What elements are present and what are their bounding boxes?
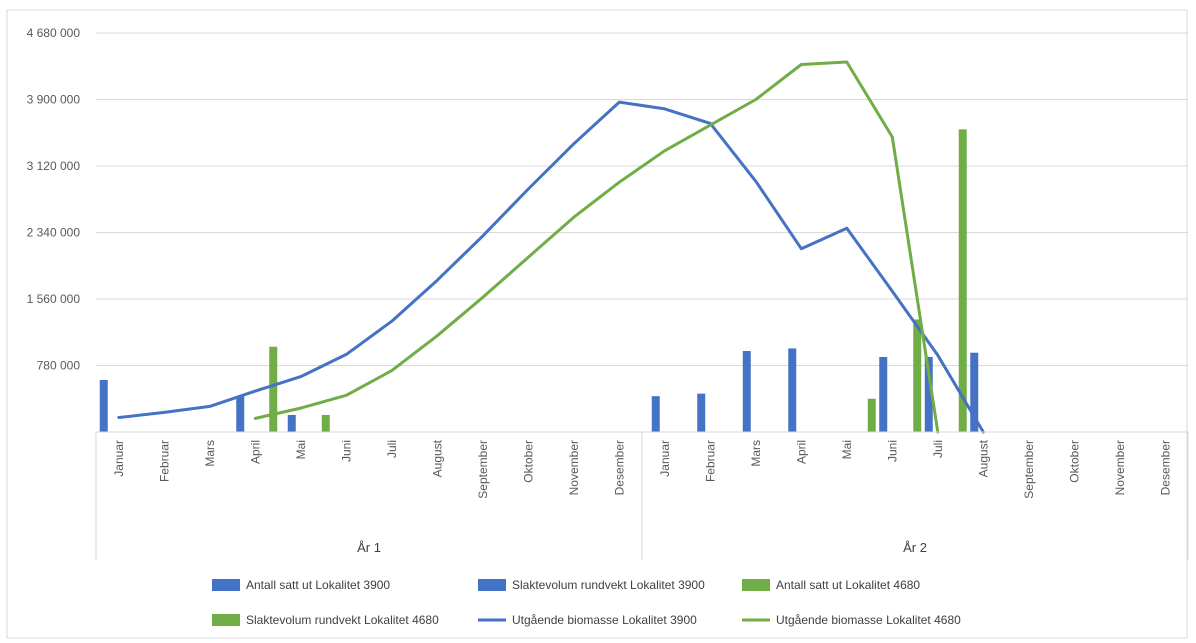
bar	[697, 393, 706, 432]
bar	[321, 414, 330, 432]
bar-series	[99, 129, 979, 433]
y-tick-label: 1 560 000	[27, 292, 81, 306]
series-line	[117, 100, 985, 434]
x-tick-label: September	[476, 440, 490, 499]
legend-label: Antall satt ut Lokalitet 4680	[776, 578, 920, 592]
x-axis: Januar Februar Mars April Mai Juni Juli August S…	[95, 431, 1189, 560]
x-tick-label: Mai	[294, 440, 308, 459]
x-tick-label: November	[567, 440, 581, 495]
x-tick-label: Mars	[749, 440, 763, 467]
legend-swatch	[742, 579, 770, 591]
legend-swatch	[212, 614, 240, 626]
legend-label: Utgående biomasse Lokalitet 3900	[512, 613, 697, 627]
bar	[958, 129, 967, 433]
x-tick-label: Oktober	[521, 440, 535, 483]
bar	[970, 352, 979, 432]
y-tick-label: 780 000	[37, 359, 81, 373]
bar	[867, 398, 876, 432]
legend: Antall satt ut Lokalitet 3900 Slaktevolum…	[212, 578, 961, 627]
legend-swatch	[478, 579, 506, 591]
x-tick-label: Mars	[203, 440, 217, 467]
bar	[788, 348, 797, 432]
line-series	[117, 60, 985, 434]
legend-swatch	[212, 579, 240, 591]
legend-label: Slaktevolum rundvekt Lokalitet 3900	[512, 578, 705, 592]
y-tick-label: 2 340 000	[27, 226, 81, 240]
legend-label: Antall satt ut Lokalitet 3900	[246, 578, 390, 592]
group-label: År 1	[357, 540, 381, 555]
bar	[651, 396, 660, 432]
y-axis-ticks: 780 000 1 560 000 2 340 000 3 120 000 3 900 …	[27, 26, 81, 373]
x-tick-label: Juni	[339, 440, 353, 462]
bar	[879, 356, 888, 432]
x-tick-label: Desember	[612, 440, 626, 495]
x-tick-label: Oktober	[1067, 440, 1081, 483]
x-tick-label: Februar	[157, 440, 171, 482]
y-tick-label: 3 900 000	[27, 93, 81, 107]
x-tick-label: November	[1113, 440, 1127, 495]
legend-label: Utgående biomasse Lokalitet 4680	[776, 613, 961, 627]
x-tick-label: August	[430, 439, 444, 477]
x-tick-label: September	[1022, 440, 1036, 499]
x-tick-label: April	[794, 440, 808, 464]
x-tick-label: Januar	[658, 440, 672, 477]
chart-frame	[6, 9, 1188, 639]
bar	[742, 351, 751, 432]
bar	[236, 396, 245, 432]
x-tick-label: Juli	[385, 440, 399, 458]
x-tick-label: August	[976, 439, 990, 477]
bar	[913, 319, 922, 432]
x-tick-label: April	[248, 440, 262, 464]
legend-label: Slaktevolum rundvekt Lokalitet 4680	[246, 613, 439, 627]
x-tick-label: Januar	[112, 440, 126, 477]
x-tick-label: Mai	[840, 440, 854, 459]
series-line	[253, 60, 940, 434]
x-tick-label: Desember	[1158, 440, 1172, 495]
bar	[924, 356, 933, 432]
bar	[99, 379, 108, 432]
y-tick-label: 3 120 000	[27, 159, 81, 173]
x-tick-label: Juli	[931, 440, 945, 458]
y-tick-label: 4 680 000	[27, 26, 81, 40]
group-label: År 2	[903, 540, 927, 555]
bar	[269, 346, 278, 432]
x-tick-label: Juni	[885, 440, 899, 462]
bar	[287, 414, 296, 432]
x-tick-label: Februar	[703, 440, 717, 482]
